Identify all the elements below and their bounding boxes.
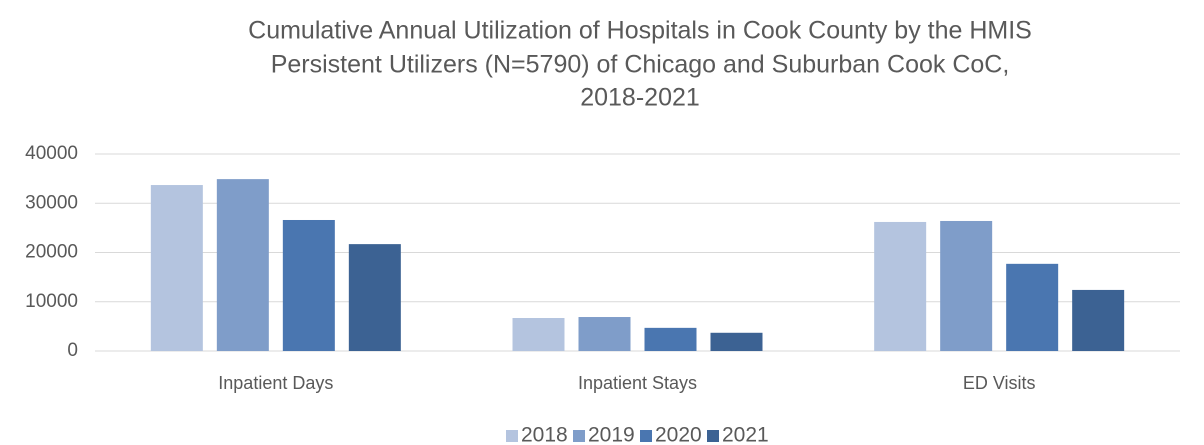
legend-label: 2020: [655, 424, 702, 445]
bar: [348, 244, 401, 351]
y-tick-label: 30000: [25, 192, 78, 213]
bar: [512, 318, 565, 351]
legend-label: 2018: [521, 424, 568, 445]
legend-label: 2019: [588, 424, 635, 445]
y-tick-label: 0: [67, 340, 78, 361]
bar: [1072, 289, 1125, 351]
bar: [1006, 263, 1059, 351]
bar: [644, 327, 697, 351]
legend-swatch: [707, 430, 719, 442]
chart-title-line: Cumulative Annual Utilization of Hospita…: [248, 17, 1032, 45]
legend-label: 2021: [722, 424, 769, 445]
x-tick-label: Inpatient Stays: [578, 373, 697, 393]
bar: [710, 332, 763, 351]
x-tick-label: Inpatient Days: [218, 373, 333, 393]
y-tick-label: 20000: [25, 242, 78, 263]
chart-title-line: 2018-2021: [580, 84, 700, 112]
legend-swatch: [640, 430, 652, 442]
bar: [874, 221, 927, 351]
chart-title-line: Persistent Utilizers (N=5790) of Chicago…: [271, 51, 1010, 79]
bar: [940, 220, 993, 351]
y-tick-label: 10000: [25, 291, 78, 312]
bar: [282, 219, 335, 351]
bar: [216, 179, 269, 351]
legend-swatch: [573, 430, 585, 442]
bar: [578, 317, 631, 351]
legend-swatch: [506, 430, 518, 442]
bar: [150, 185, 203, 351]
x-tick-label: ED Visits: [963, 373, 1036, 393]
y-tick-label: 40000: [25, 143, 78, 164]
